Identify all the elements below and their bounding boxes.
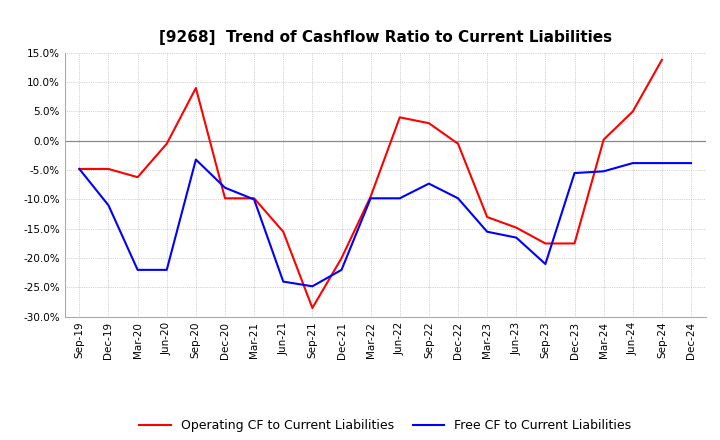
Free CF to Current Liabilities <box>279 279 287 284</box>
Operating CF to Current Liabilities <box>454 141 462 147</box>
Free CF to Current Liabilities <box>629 161 637 166</box>
Operating CF to Current Liabilities <box>570 241 579 246</box>
Line: Operating CF to Current Liabilities: Operating CF to Current Liabilities <box>79 60 662 308</box>
Title: [9268]  Trend of Cashflow Ratio to Current Liabilities: [9268] Trend of Cashflow Ratio to Curren… <box>158 29 612 45</box>
Free CF to Current Liabilities <box>687 161 696 166</box>
Line: Free CF to Current Liabilities: Free CF to Current Liabilities <box>79 160 691 286</box>
Operating CF to Current Liabilities <box>337 256 346 261</box>
Free CF to Current Liabilities <box>570 170 579 176</box>
Operating CF to Current Liabilities <box>425 121 433 126</box>
Operating CF to Current Liabilities <box>599 137 608 142</box>
Free CF to Current Liabilities <box>220 185 229 191</box>
Free CF to Current Liabilities <box>133 267 142 272</box>
Free CF to Current Liabilities <box>366 196 375 201</box>
Operating CF to Current Liabilities <box>279 229 287 235</box>
Operating CF to Current Liabilities <box>512 225 521 230</box>
Free CF to Current Liabilities <box>75 166 84 172</box>
Operating CF to Current Liabilities <box>483 214 492 220</box>
Free CF to Current Liabilities <box>657 161 666 166</box>
Free CF to Current Liabilities <box>395 196 404 201</box>
Free CF to Current Liabilities <box>454 196 462 201</box>
Free CF to Current Liabilities <box>512 235 521 240</box>
Operating CF to Current Liabilities <box>104 166 113 172</box>
Free CF to Current Liabilities <box>308 284 317 289</box>
Operating CF to Current Liabilities <box>163 141 171 147</box>
Operating CF to Current Liabilities <box>657 57 666 62</box>
Operating CF to Current Liabilities <box>133 175 142 180</box>
Operating CF to Current Liabilities <box>395 115 404 120</box>
Free CF to Current Liabilities <box>425 181 433 186</box>
Free CF to Current Liabilities <box>541 261 550 267</box>
Operating CF to Current Liabilities <box>192 85 200 91</box>
Free CF to Current Liabilities <box>483 229 492 235</box>
Operating CF to Current Liabilities <box>308 305 317 311</box>
Operating CF to Current Liabilities <box>75 166 84 172</box>
Operating CF to Current Liabilities <box>629 109 637 114</box>
Operating CF to Current Liabilities <box>250 196 258 201</box>
Free CF to Current Liabilities <box>192 157 200 162</box>
Operating CF to Current Liabilities <box>541 241 550 246</box>
Free CF to Current Liabilities <box>104 203 113 208</box>
Operating CF to Current Liabilities <box>220 196 229 201</box>
Operating CF to Current Liabilities <box>366 194 375 199</box>
Legend: Operating CF to Current Liabilities, Free CF to Current Liabilities: Operating CF to Current Liabilities, Fre… <box>135 414 636 437</box>
Free CF to Current Liabilities <box>163 267 171 272</box>
Free CF to Current Liabilities <box>599 169 608 174</box>
Free CF to Current Liabilities <box>337 267 346 272</box>
Free CF to Current Liabilities <box>250 197 258 202</box>
